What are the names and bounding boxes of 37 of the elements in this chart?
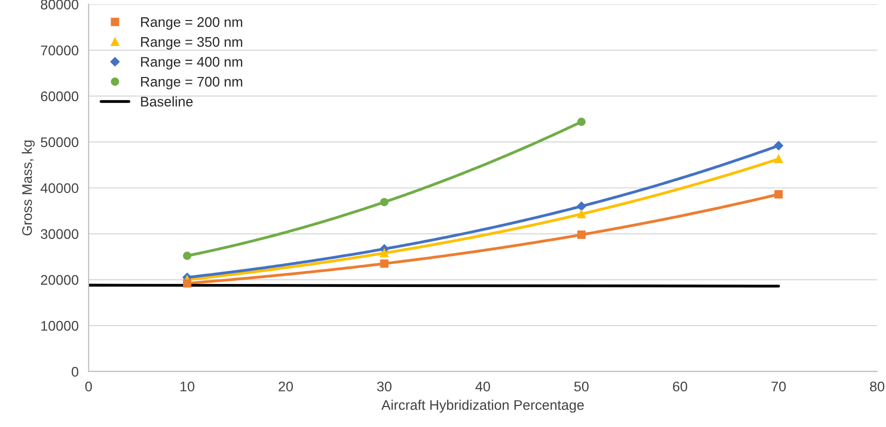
x-tick-label: 10 xyxy=(180,382,194,392)
x-tick-label: 0 xyxy=(85,382,92,392)
x-tick-label: 60 xyxy=(672,382,688,392)
y-tick-label: 10000 xyxy=(41,320,78,331)
x-tick-label: 70 xyxy=(772,382,786,392)
point xyxy=(577,210,586,218)
y-axis-title: Gross Mass, kg xyxy=(22,140,35,236)
x-tick-label: 50 xyxy=(574,382,589,392)
point xyxy=(183,279,192,288)
y-tick-label: 70000 xyxy=(40,46,78,56)
point xyxy=(380,259,388,268)
point xyxy=(380,248,388,258)
y-tick-label: 50000 xyxy=(40,137,78,148)
y-tick-label: 80000 xyxy=(40,0,78,10)
point xyxy=(774,141,784,150)
point xyxy=(183,252,192,260)
y-tick-label: 40000 xyxy=(40,183,78,194)
point xyxy=(774,154,783,164)
legend-label: Range = 400 nm xyxy=(141,56,242,70)
point xyxy=(577,230,586,239)
y-tick-label: 20000 xyxy=(40,275,78,285)
legend-label: Baseline xyxy=(141,96,193,107)
y-tick-label: 60000 xyxy=(40,91,78,102)
legend-label: Range = 700 nm xyxy=(141,76,242,90)
point xyxy=(576,202,586,211)
x-tick-label: 40 xyxy=(475,382,490,392)
y-tick-label: 30000 xyxy=(40,229,78,239)
legend-label: Range = 200 nm xyxy=(141,17,242,30)
x-tick-label: 20 xyxy=(278,382,293,392)
x-tick-label: 80 xyxy=(870,382,884,392)
x-axis-title: Aircraft Hybridization Percentage xyxy=(381,400,584,413)
point xyxy=(380,198,388,206)
point xyxy=(577,118,586,126)
x-tick-label: 30 xyxy=(377,382,392,392)
y-tick-label: 0 xyxy=(72,366,78,377)
legend-label: Range = 350 nm xyxy=(141,37,242,50)
point xyxy=(774,190,783,198)
